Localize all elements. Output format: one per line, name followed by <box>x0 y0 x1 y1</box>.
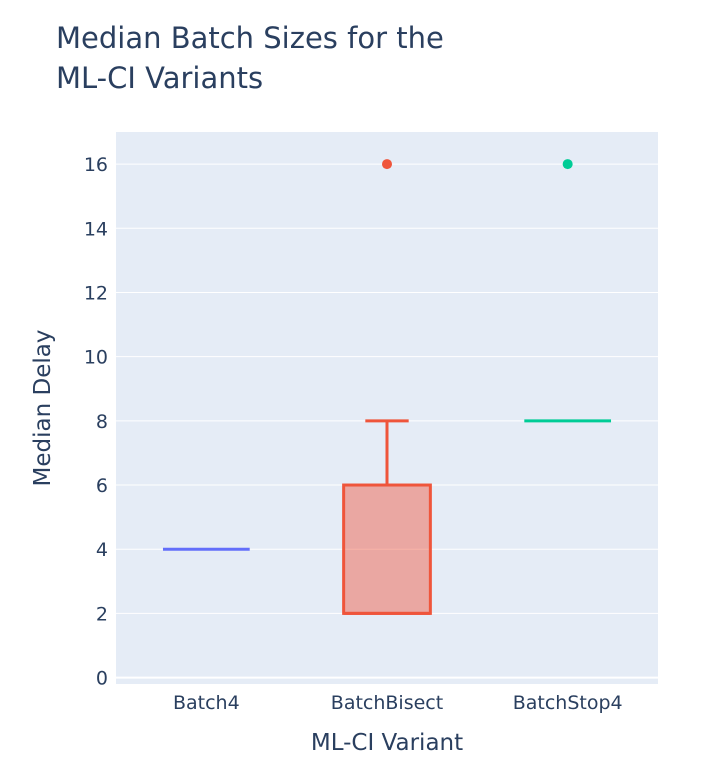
y-tick-label-0: 0 <box>96 668 108 690</box>
y-tick-label-7: 14 <box>84 218 108 240</box>
y-tick-label-8: 16 <box>84 154 108 176</box>
box-batchbisect <box>342 159 432 615</box>
chart-title-line-2: ML-CI Variants <box>56 61 263 95</box>
y-tick-label-5: 10 <box>84 347 108 369</box>
x-tick-label-0: Batch4 <box>173 692 240 714</box>
y-tick-label-2: 4 <box>96 539 108 561</box>
x-axis-title: ML-CI Variant <box>311 730 463 756</box>
box-batchstop4 <box>524 159 612 423</box>
x-tick-label-1: BatchBisect <box>331 692 443 714</box>
outlier-point-0 <box>562 159 573 170</box>
chart-title-line-1: Median Batch Sizes for the <box>56 21 444 55</box>
plot-area <box>116 132 658 684</box>
y-tick-label-1: 2 <box>96 603 108 625</box>
x-tick-label-2: BatchStop4 <box>513 692 623 714</box>
box-series <box>162 159 612 615</box>
y-tick-label-4: 8 <box>96 411 108 433</box>
y-axis-ticks: 0 2 4 6 8 10 12 14 16 <box>84 154 108 689</box>
y-tick-label-6: 12 <box>84 282 108 304</box>
outlier-point-0 <box>382 159 392 170</box>
box-body <box>342 483 432 615</box>
y-tick-label-3: 6 <box>96 475 108 497</box>
x-axis-ticks: Batch4 BatchBisect BatchStop4 <box>173 692 623 714</box>
y-axis-title: Median Delay <box>30 330 56 487</box>
